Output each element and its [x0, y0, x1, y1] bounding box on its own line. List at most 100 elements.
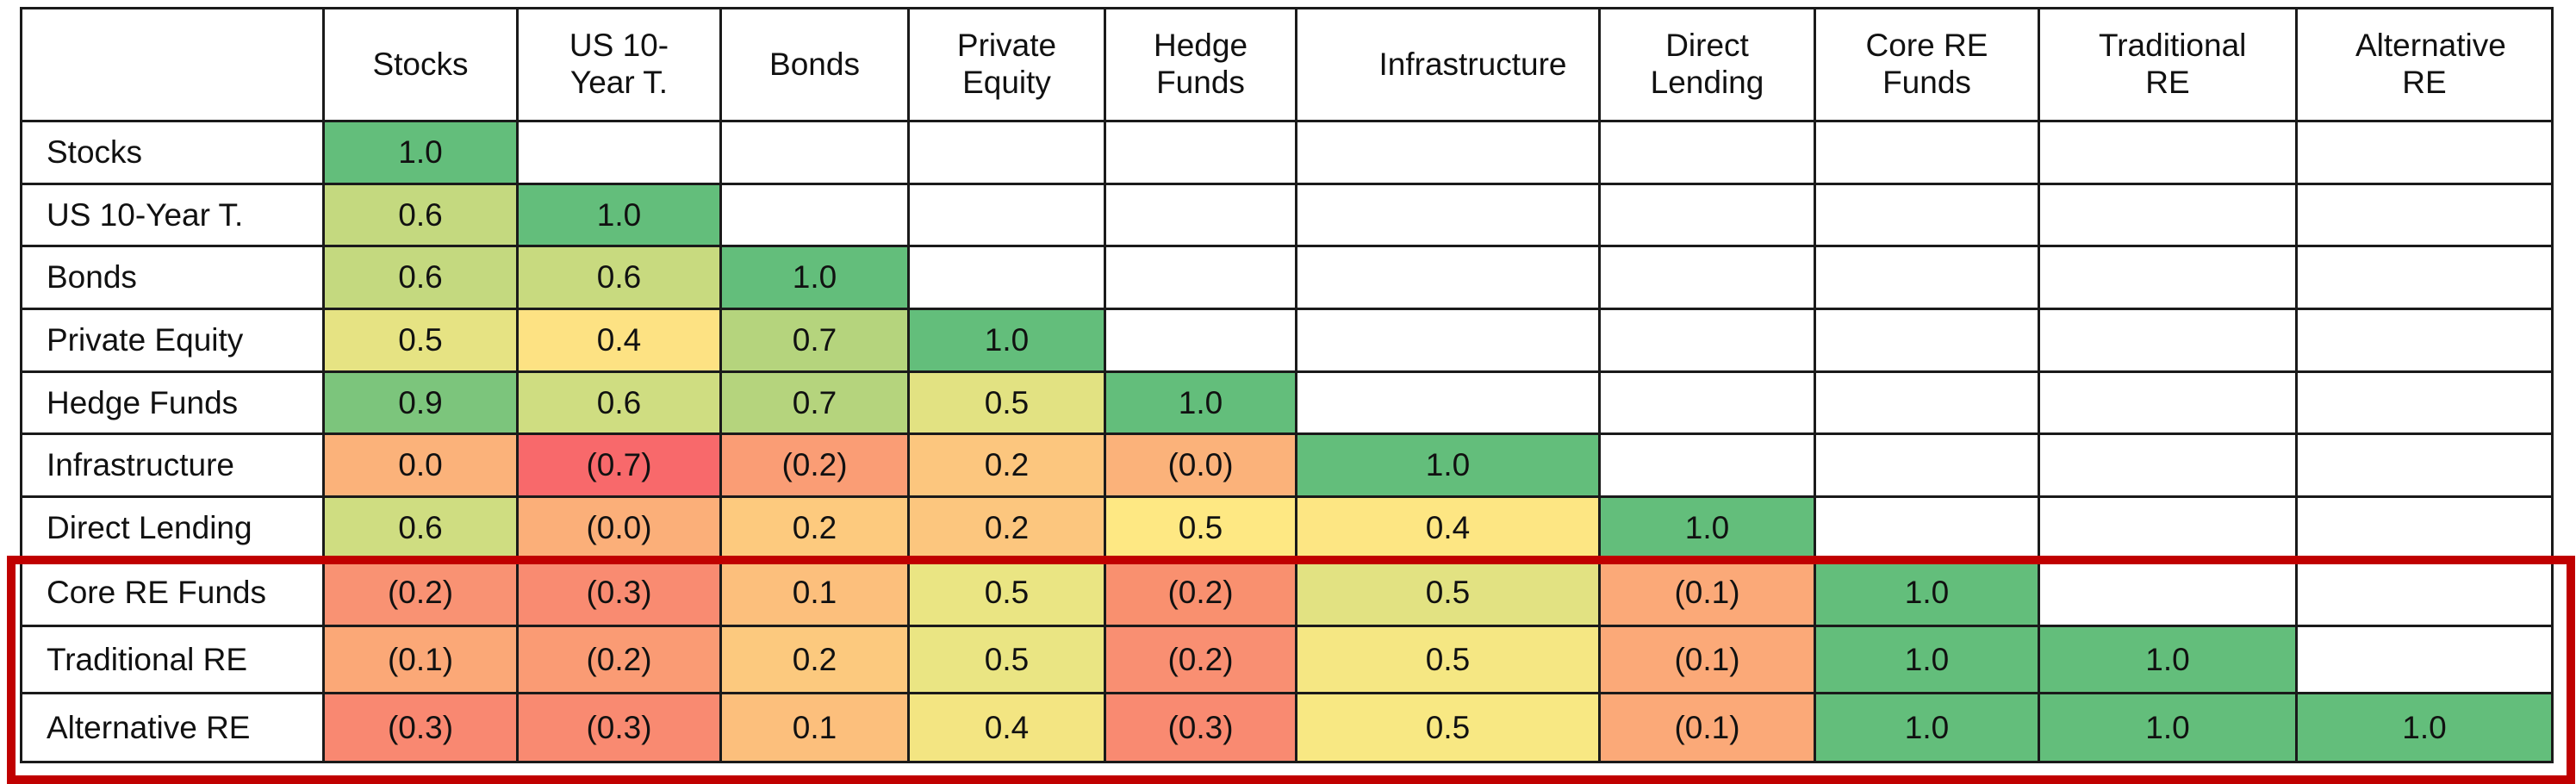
empty-cell [2295, 120, 2554, 185]
header-row: Stocks US 10-Year T. Bonds Private Equity He… [20, 7, 2554, 122]
empty-cell [2295, 432, 2554, 498]
empty-cell [1598, 120, 1816, 185]
empty-cell [1814, 308, 2040, 373]
correlation-cell: 0.6 [516, 370, 722, 435]
empty-cell [2038, 370, 2298, 435]
empty-cell [2295, 495, 2554, 560]
empty-cell [2295, 183, 2554, 247]
correlation-cell: (0.2) [719, 432, 910, 498]
correlation-cell: 0.7 [719, 370, 910, 435]
empty-cell [1814, 120, 2040, 185]
column-header-text: Hedge Funds [1153, 28, 1248, 100]
correlation-cell: 1.0 [1295, 432, 1601, 498]
column-header: US 10-Year T. [516, 7, 722, 122]
correlation-cell: (0.2) [1104, 625, 1297, 694]
empty-cell [1598, 432, 1816, 498]
data-row: Direct Lending 0.6 (0.0) 0.2 0.2 0.5 0.4 1.0 [20, 495, 2554, 560]
data-row: US 10-Year T. 0.6 1.0 [20, 183, 2554, 247]
row-label: Alternative RE [20, 692, 325, 763]
empty-cell [1104, 183, 1297, 247]
column-header-text: Core RE Funds [1865, 28, 1988, 100]
data-row: Traditional RE (0.1) (0.2) 0.2 0.5 (0.2) 0.5 (0… [20, 625, 2554, 694]
correlation-cell: 0.5 [1295, 625, 1601, 694]
correlation-cell: 0.2 [907, 495, 1106, 560]
correlation-cell: (0.3) [1104, 692, 1297, 763]
correlation-cell: 0.4 [516, 308, 722, 373]
correlation-cell: 1.0 [2038, 692, 2298, 763]
empty-cell [2295, 308, 2554, 373]
empty-cell [907, 120, 1106, 185]
empty-cell [1814, 245, 2040, 310]
correlation-cell: 0.2 [719, 495, 910, 560]
empty-cell [1814, 495, 2040, 560]
empty-cell [2038, 183, 2298, 247]
empty-cell [2295, 245, 2554, 310]
correlation-cell: 0.5 [322, 308, 519, 373]
data-row: Alternative RE (0.3) (0.3) 0.1 0.4 (0.3) 0.5 (0… [20, 692, 2554, 763]
empty-cell [2038, 120, 2298, 185]
correlation-cell: (0.7) [516, 432, 722, 498]
data-row: Bonds 0.6 0.6 1.0 [20, 245, 2554, 310]
correlation-cell: 0.1 [719, 692, 910, 763]
empty-cell [1104, 120, 1297, 185]
correlation-cell: 1.0 [2295, 692, 2554, 763]
correlation-cell: 1.0 [1598, 495, 1816, 560]
row-label: Stocks [20, 120, 325, 185]
empty-cell [1814, 432, 2040, 498]
empty-cell [2038, 495, 2298, 560]
correlation-cell: 0.5 [1295, 557, 1601, 627]
empty-cell [2038, 308, 2298, 373]
correlation-cell: 0.2 [907, 432, 1106, 498]
column-header: Hedge Funds [1104, 7, 1297, 122]
correlation-cell: 0.5 [907, 370, 1106, 435]
correlation-cell: 0.0 [322, 432, 519, 498]
correlation-cell: (0.3) [516, 557, 722, 627]
empty-cell [1104, 245, 1297, 310]
empty-cell [1598, 245, 1816, 310]
empty-cell [2295, 625, 2554, 694]
empty-cell [1295, 370, 1601, 435]
correlation-cell: 1.0 [2038, 625, 2298, 694]
row-label: US 10-Year T. [20, 183, 325, 247]
correlation-cell: (0.2) [322, 557, 519, 627]
column-header: Private Equity [907, 7, 1106, 122]
correlation-cell: 0.9 [322, 370, 519, 435]
data-row: Infrastructure 0.0 (0.7) (0.2) 0.2 (0.0) 1.0 [20, 432, 2554, 498]
correlation-cell: 0.6 [322, 183, 519, 247]
correlation-cell: (0.3) [516, 692, 722, 763]
correlation-cell: 0.6 [322, 495, 519, 560]
empty-cell [2038, 432, 2298, 498]
row-label: Direct Lending [20, 495, 325, 560]
empty-cell [719, 183, 910, 247]
column-header: Stocks [322, 7, 519, 122]
correlation-table: Stocks US 10-Year T. Bonds Private Equity He… [20, 7, 2554, 763]
correlation-cell: 0.7 [719, 308, 910, 373]
correlation-cell: 0.4 [907, 692, 1106, 763]
correlation-cell: 0.2 [719, 625, 910, 694]
empty-cell [1295, 245, 1601, 310]
correlation-cell: (0.1) [1598, 625, 1816, 694]
column-header: Direct Lending [1598, 7, 1816, 122]
empty-cell [907, 245, 1106, 310]
correlation-cell: (0.3) [322, 692, 519, 763]
correlation-cell: (0.2) [516, 625, 722, 694]
row-label: Bonds [20, 245, 325, 310]
empty-cell [1295, 308, 1601, 373]
empty-cell [1598, 183, 1816, 247]
correlation-cell: (0.2) [1104, 557, 1297, 627]
correlation-cell: 1.0 [719, 245, 910, 310]
correlation-cell: 1.0 [516, 183, 722, 247]
empty-cell [1104, 308, 1297, 373]
correlation-cell: 1.0 [1814, 625, 2040, 694]
row-label: Hedge Funds [20, 370, 325, 435]
correlation-cell: (0.0) [516, 495, 722, 560]
column-header: Infrastructure [1295, 7, 1601, 122]
column-header-text: Stocks [372, 46, 469, 82]
correlation-cell: 0.5 [907, 625, 1106, 694]
row-label: Core RE Funds [20, 557, 325, 627]
column-header-text: Direct Lending [1650, 28, 1764, 100]
empty-cell [1814, 183, 2040, 247]
column-header-text: Traditional RE [2099, 28, 2247, 100]
correlation-cell: 1.0 [1814, 692, 2040, 763]
